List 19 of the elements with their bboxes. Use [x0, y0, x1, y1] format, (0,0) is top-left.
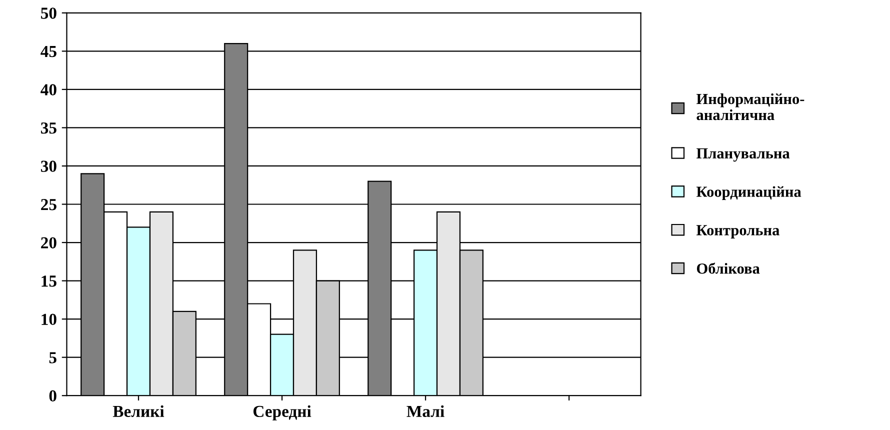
x-tick-label: Середні	[253, 405, 312, 420]
y-tick-label: 25	[41, 198, 56, 210]
y-tick-label: 10	[42, 314, 56, 326]
y-tick-label: 20	[41, 237, 56, 248]
x-tick-label: Малі	[406, 405, 444, 418]
legend-label: Контрольна	[696, 225, 780, 238]
y-tick-label: 0	[49, 390, 56, 402]
legend-label: Информаційно- аналітична	[696, 93, 804, 120]
y-tick-label: 15	[42, 276, 56, 287]
y-tick-label: 5	[49, 352, 56, 364]
y-tick-label: 45	[40, 46, 56, 58]
legend-label: Облікова	[696, 262, 760, 274]
y-tick-label: 35	[40, 122, 56, 134]
y-tick-label: 30	[40, 160, 56, 172]
y-tick-label: 40	[40, 84, 56, 96]
legend-label: Планувальна	[696, 148, 790, 162]
y-tick-label: 50	[41, 8, 56, 19]
x-tick-label: Великі	[112, 405, 164, 418]
legend-label: Координаційна	[696, 186, 802, 200]
